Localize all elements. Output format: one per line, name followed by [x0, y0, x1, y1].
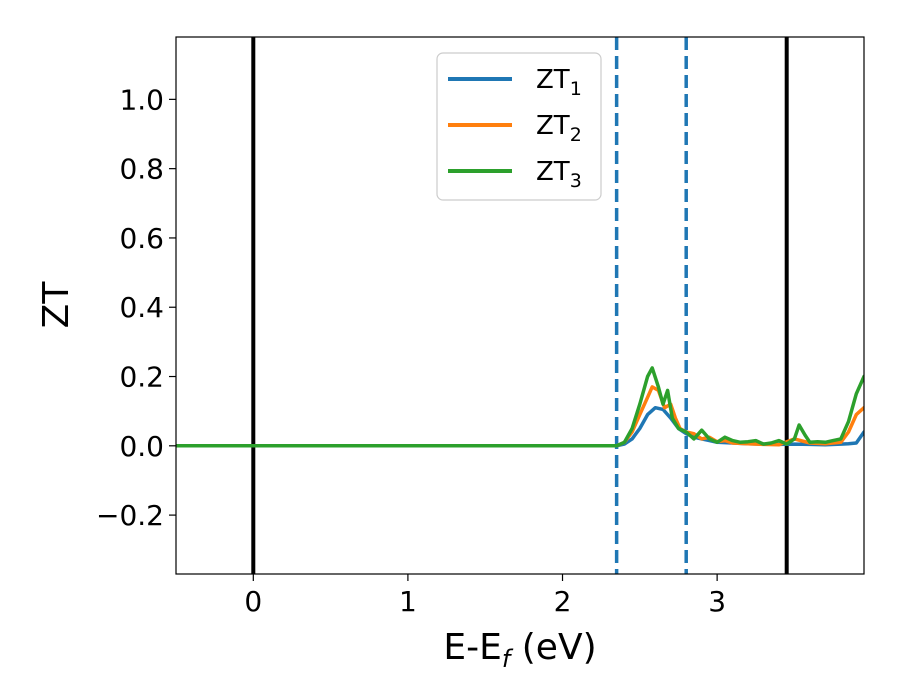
- series-line-ZT2: [176, 385, 864, 448]
- legend-label-ZT2: ZT2: [536, 111, 582, 146]
- legend: ZT1 ZT2 ZT3: [436, 52, 602, 201]
- y-tick-label: 0.8: [119, 153, 164, 186]
- x-tick-label: 1: [399, 585, 417, 618]
- y-axis-label: ZT: [36, 281, 77, 329]
- x-axis-label: E-Ef (eV): [443, 627, 596, 673]
- vertical-lines: [251, 37, 789, 574]
- x-tick-label: 2: [554, 585, 572, 618]
- plot-frame: [175, 36, 865, 575]
- x-tick-label: 3: [708, 585, 726, 618]
- y-tick-label: 0.6: [119, 222, 164, 255]
- x-axis-label-main: E-E: [443, 627, 501, 668]
- y-tick-label: 1.0: [119, 83, 164, 116]
- y-axis-ticks: −0.2 0.0 0.2 0.4 0.6 0.8 1.0: [96, 83, 176, 532]
- y-tick-label: 0.2: [119, 361, 164, 394]
- x-axis-label-unit: (eV): [510, 627, 596, 668]
- legend-box: [436, 52, 602, 201]
- legend-label-ZT3: ZT3: [536, 157, 582, 192]
- legend-label-ZT1: ZT1: [536, 65, 582, 100]
- series-lines: [176, 366, 864, 448]
- x-tick-label: 0: [244, 585, 262, 618]
- series-line-ZT3: [176, 366, 864, 448]
- x-axis-ticks: 0 1 2 3: [244, 574, 726, 618]
- y-tick-label: 0.0: [119, 430, 164, 463]
- series-line-ZT1: [176, 405, 864, 448]
- y-tick-label: −0.2: [96, 499, 164, 532]
- y-tick-label: 0.4: [119, 291, 164, 324]
